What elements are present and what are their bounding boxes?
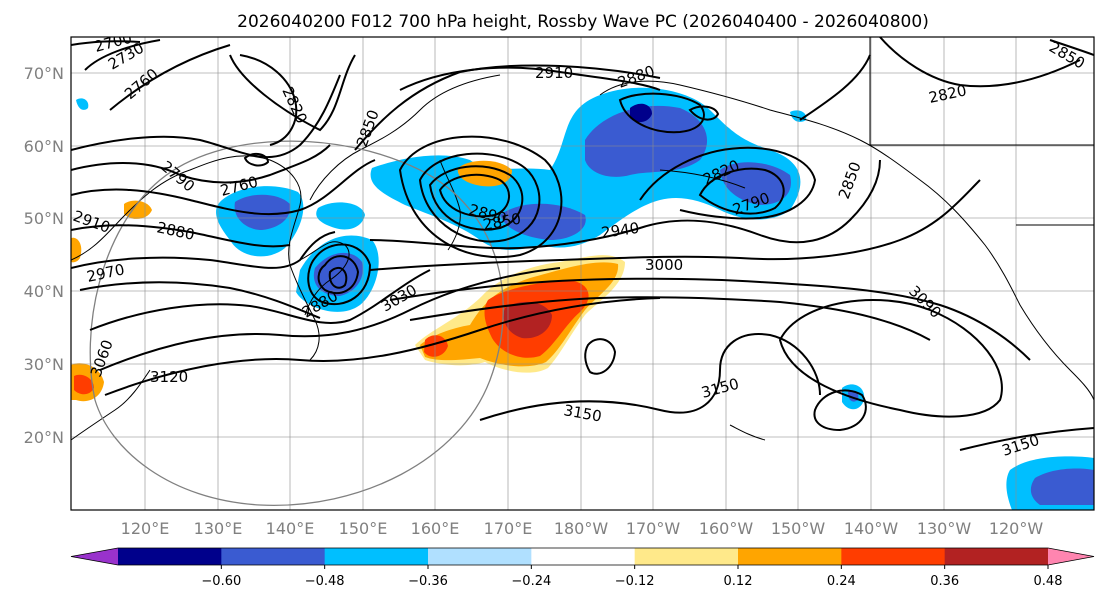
lat-label-70n: 70°N [24, 64, 64, 83]
colorbar-tick-label: 0.48 [1034, 574, 1063, 589]
colorbar-segment [634, 548, 739, 565]
lon-label: 140°E [266, 519, 315, 538]
colorbar-extend-high [1048, 548, 1094, 565]
contour-label: 2910 [535, 64, 573, 82]
colorbar-segment [118, 548, 222, 565]
shade-pos-westedge-2-core [74, 374, 94, 395]
lon-label: 140°W [844, 519, 899, 538]
lat-label-50n: 50°N [24, 209, 64, 228]
colorbar-tick-label: −0.48 [305, 574, 345, 589]
lon-label: 120°W [989, 519, 1044, 538]
lat-label-60n: 60°N [24, 137, 64, 156]
colorbar-segment [428, 548, 532, 565]
colorbar-tick-label: −0.12 [615, 574, 655, 589]
coastlines [71, 37, 1094, 441]
colorbar-tick-label: −0.60 [201, 574, 241, 589]
lat-label-20n: 20°N [24, 428, 64, 447]
map-title: 2026040200 F012 700 hPa height, Rossby W… [237, 12, 929, 32]
colorbar-segment [841, 548, 946, 565]
map-panel: 2700 2730 2760 2820 2850 2910 2880 2820 … [71, 37, 1094, 510]
lon-label: 150°W [771, 519, 826, 538]
colorbar-segment [944, 548, 1049, 565]
latitude-labels: 70°N 60°N 50°N 40°N 30°N 20°N [24, 64, 64, 447]
lon-label: 160°W [699, 519, 754, 538]
colorbar-tick-label: 0.24 [827, 574, 856, 589]
colorbar-tick-label: 0.36 [930, 574, 959, 589]
colorbar-segment [324, 548, 429, 565]
shade-neg-npac-inner [585, 105, 708, 177]
colorbar-segment [738, 548, 842, 565]
shade-neg-asia-inner [234, 194, 291, 230]
lat-label-40n: 40°N [24, 282, 64, 301]
colorbar: −0.60 −0.48 −0.36 −0.24 −0.12 0.12 0.24 0.36 0.4… [70, 547, 1095, 589]
contour-label: 2940 [600, 219, 640, 242]
colorbar-extend-low [71, 548, 118, 565]
lon-label: 180°W [554, 519, 609, 538]
longitude-labels: 120°E 130°E 140°E 150°E 160°E 170°E 180°… [121, 519, 1044, 538]
shade-pos-west-sub [424, 335, 448, 357]
lon-label: 160°E [411, 519, 460, 538]
shade-neg-bering-core [630, 103, 652, 123]
shade-neg-japan [316, 202, 365, 230]
colorbar-outline [70, 547, 1095, 566]
map-border [70, 36, 1095, 511]
lon-label: 120°E [121, 519, 170, 538]
shade-pos-central-max [503, 301, 552, 339]
lon-label: 170°E [484, 519, 533, 538]
shade-neg-nw [76, 98, 89, 110]
lon-label: 130°W [917, 519, 972, 538]
shade-neg-se-inner [1030, 468, 1094, 505]
lon-label: 170°W [626, 519, 681, 538]
lon-label: 130°E [194, 519, 243, 538]
lat-label-30n: 30°N [24, 355, 64, 374]
colorbar-segment [531, 548, 636, 565]
height-contours [71, 37, 1094, 451]
contour-label: 3000 [645, 256, 683, 274]
shade-neg-npac-inner-2 [500, 203, 586, 240]
lon-label: 150°E [339, 519, 388, 538]
colorbar-tick-label: −0.36 [408, 574, 448, 589]
contour-label: 3120 [150, 368, 188, 386]
influence-circle [89, 140, 504, 506]
colorbar-tick-label: −0.24 [511, 574, 551, 589]
colorbar-segment [221, 548, 326, 565]
colorbar-tick-label: 0.12 [724, 574, 753, 589]
